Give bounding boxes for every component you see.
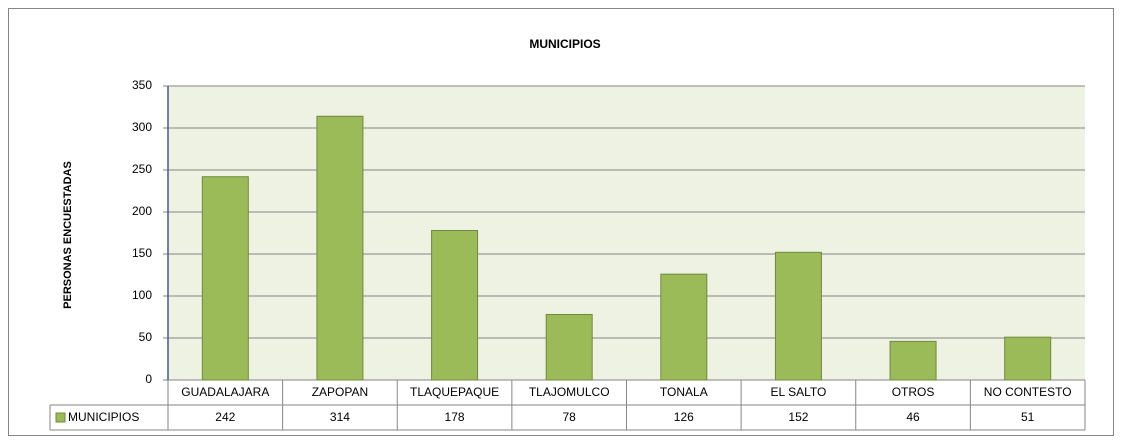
bar — [316, 115, 364, 381]
x-tick-label: TONALA — [660, 385, 708, 399]
y-axis-label: PERSONAS ENCUESTADAS — [62, 161, 74, 309]
x-tick-label: ZAPOPAN — [312, 385, 368, 399]
x-tick-label: GUADALAJARA — [181, 385, 269, 399]
y-tick-label: 200 — [132, 204, 152, 218]
chart-title: MUNICIPIOS — [529, 37, 600, 51]
x-tick-label: NO CONTESTO — [984, 385, 1072, 399]
table-value: 46 — [906, 410, 920, 424]
legend-label: MUNICIPIOS — [68, 410, 139, 424]
y-tick-label: 150 — [132, 246, 152, 260]
x-tick-label: EL SALTO — [771, 385, 827, 399]
bar — [774, 251, 822, 381]
table-value: 178 — [445, 410, 465, 424]
y-tick-label: 100 — [132, 288, 152, 302]
y-tick-label: 50 — [139, 330, 153, 344]
y-tick-label: 350 — [132, 78, 152, 92]
legend-swatch — [55, 412, 66, 423]
bar — [889, 340, 937, 381]
x-tick-label: TLAJOMULCO — [529, 385, 610, 399]
table-value: 126 — [674, 410, 694, 424]
bar — [1004, 336, 1052, 381]
table-value: 314 — [330, 410, 350, 424]
table-value: 78 — [563, 410, 577, 424]
x-tick-label: OTROS — [892, 385, 935, 399]
plot-area — [168, 86, 1085, 380]
table-value: 242 — [215, 410, 235, 424]
y-tick-label: 0 — [145, 372, 152, 386]
bar — [545, 313, 593, 381]
bar — [201, 176, 249, 381]
y-tick-label: 250 — [132, 162, 152, 176]
y-tick-label: 300 — [132, 120, 152, 134]
bar — [660, 273, 708, 381]
table-value: 51 — [1021, 410, 1035, 424]
x-tick-label: TLAQUEPAQUE — [410, 385, 499, 399]
bar — [431, 229, 479, 381]
table-value: 152 — [788, 410, 808, 424]
